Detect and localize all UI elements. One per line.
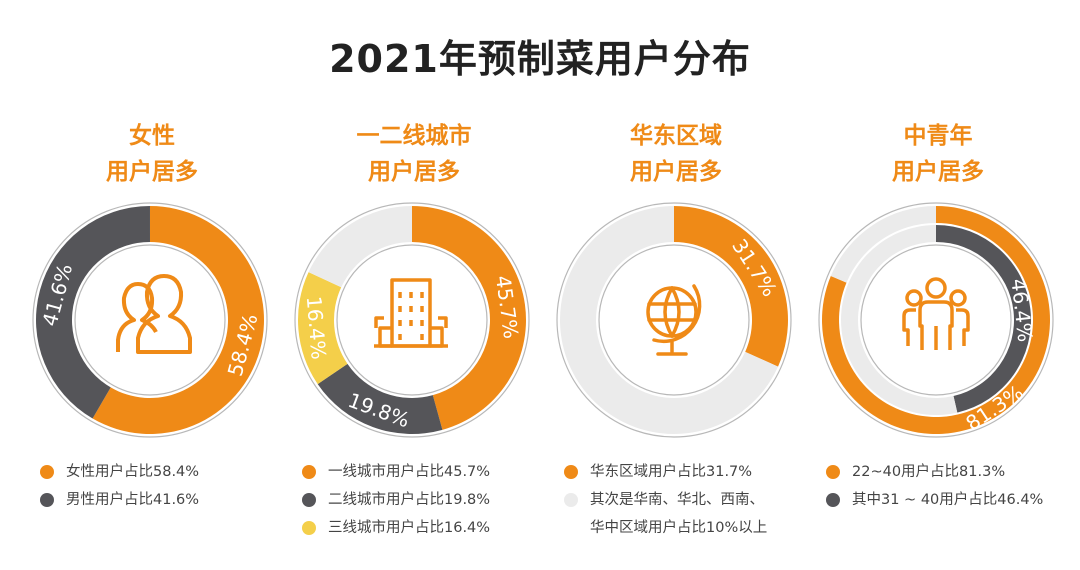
outer-outline bbox=[818, 202, 1054, 438]
ring-segment bbox=[298, 272, 348, 385]
legend-item: 华中区域用户占比10%以上 bbox=[564, 514, 814, 542]
ring-segment bbox=[560, 206, 779, 434]
ring-segment bbox=[308, 206, 412, 288]
panel-city-tier: 一二线城市 用户居多 45.7% 19.8% 16.4% 一线城市用户占比45.7%… bbox=[282, 118, 546, 558]
legend-label: 华中区域用户占比10%以上 bbox=[590, 520, 768, 536]
legend: 女性用户占比58.4% 男性用户占比41.6% bbox=[40, 458, 290, 514]
outer-outline bbox=[294, 202, 530, 438]
donut-chart: 58.4%41.6% bbox=[32, 202, 268, 438]
legend-item: 其中31 ~ 40用户占比46.4% bbox=[826, 486, 1076, 514]
donut-chart: 45.7%19.8%16.4% bbox=[294, 202, 530, 438]
legend-swatch bbox=[302, 521, 316, 535]
legend-item: 其次是华南、华北、西南、 bbox=[564, 486, 814, 514]
heading-line-2: 用户居多 bbox=[106, 159, 198, 185]
legend-item: 华东区域用户占比31.7% bbox=[564, 458, 814, 486]
legend: 华东区域用户占比31.7% 其次是华南、华北、西南、 华中区域用户占比10%以上 bbox=[564, 458, 814, 542]
ring-segment bbox=[317, 363, 443, 434]
globe-icon bbox=[646, 284, 702, 356]
legend-item: 男性用户占比41.6% bbox=[40, 486, 290, 514]
heading-line-1: 一二线城市 bbox=[356, 123, 472, 149]
ring-segment bbox=[674, 206, 788, 367]
data-label: 16.4% bbox=[302, 295, 331, 360]
legend-item: 女性用户占比58.4% bbox=[40, 458, 290, 486]
legend-swatch bbox=[564, 493, 578, 507]
legend-label: 一线城市用户占比45.7% bbox=[328, 464, 491, 480]
legend-swatch bbox=[302, 493, 316, 507]
legend-label: 22~40用户占比81.3% bbox=[852, 464, 1006, 480]
panel-region: 华东区域 用户居多 31.7% 华东区域用户占比31.7% 其次是华南、华北、西… bbox=[544, 118, 808, 558]
inner-outline bbox=[598, 244, 750, 396]
inner-outline bbox=[336, 244, 488, 396]
chart-title: 2021年预制菜用户分布 bbox=[329, 37, 751, 81]
inner-ring-segment bbox=[936, 225, 1031, 413]
legend: 22~40用户占比81.3% 其中31 ~ 40用户占比46.4% bbox=[826, 458, 1076, 514]
panel-heading: 华东区域 用户居多 bbox=[544, 118, 808, 190]
panel-heading: 女性 用户居多 bbox=[20, 118, 284, 190]
inner-outline bbox=[74, 244, 226, 396]
donut-chart: 31.7% bbox=[556, 202, 792, 438]
heading-line-1: 华东区域 bbox=[630, 123, 722, 149]
legend-label: 三线城市用户占比16.4% bbox=[328, 520, 491, 536]
heading-line-2: 用户居多 bbox=[630, 159, 722, 185]
legend: 一线城市用户占比45.7% 二线城市用户占比19.8% 三线城市用户占比16.4… bbox=[302, 458, 552, 542]
legend-item: 一线城市用户占比45.7% bbox=[302, 458, 552, 486]
inner-ring-segment bbox=[840, 225, 958, 415]
legend-label: 二线城市用户占比19.8% bbox=[328, 492, 491, 508]
panel-gender: 女性 用户居多 58.4% 41.6% 女性用户占比58.4% 男性用户占比41.… bbox=[20, 118, 284, 558]
legend-swatch bbox=[40, 493, 54, 507]
building-icon bbox=[374, 278, 448, 348]
outer-ring-segment bbox=[830, 206, 936, 283]
legend-item: 22~40用户占比81.3% bbox=[826, 458, 1076, 486]
legend-item: 二线城市用户占比19.8% bbox=[302, 486, 552, 514]
outer-outline bbox=[32, 202, 268, 438]
ring-segment bbox=[92, 206, 264, 434]
legend-label: 其中31 ~ 40用户占比46.4% bbox=[852, 492, 1044, 508]
donut-chart: 81.3%46.4% bbox=[818, 202, 1054, 438]
ring-segment bbox=[412, 206, 526, 430]
users-icon bbox=[116, 274, 192, 354]
heading-line-2: 用户居多 bbox=[892, 159, 984, 185]
heading-line-1: 女性 bbox=[129, 123, 175, 149]
heading-line-1: 中青年 bbox=[903, 123, 973, 149]
legend-label: 女性用户占比58.4% bbox=[66, 464, 200, 480]
legend-swatch bbox=[302, 465, 316, 479]
legend-swatch bbox=[40, 465, 54, 479]
legend-item: 三线城市用户占比16.4% bbox=[302, 514, 552, 542]
legend-label: 其次是华南、华北、西南、 bbox=[590, 492, 764, 508]
ring-segment bbox=[35, 206, 150, 419]
panel-heading: 中青年 用户居多 bbox=[806, 118, 1070, 190]
legend-label: 华东区域用户占比31.7% bbox=[590, 464, 753, 480]
legend-swatch bbox=[826, 493, 840, 507]
outer-outline bbox=[556, 202, 792, 438]
group-icon bbox=[902, 277, 970, 350]
panel-age: 中青年 用户居多 81.3% 46.4% 22~40用户占比81.3% 其中31 … bbox=[806, 118, 1070, 558]
legend-swatch bbox=[826, 465, 840, 479]
panel-heading: 一二线城市 用户居多 bbox=[282, 118, 546, 190]
heading-line-2: 用户居多 bbox=[368, 159, 460, 185]
inner-outline bbox=[860, 244, 1012, 396]
legend-swatch bbox=[564, 465, 578, 479]
legend-label: 男性用户占比41.6% bbox=[66, 492, 200, 508]
